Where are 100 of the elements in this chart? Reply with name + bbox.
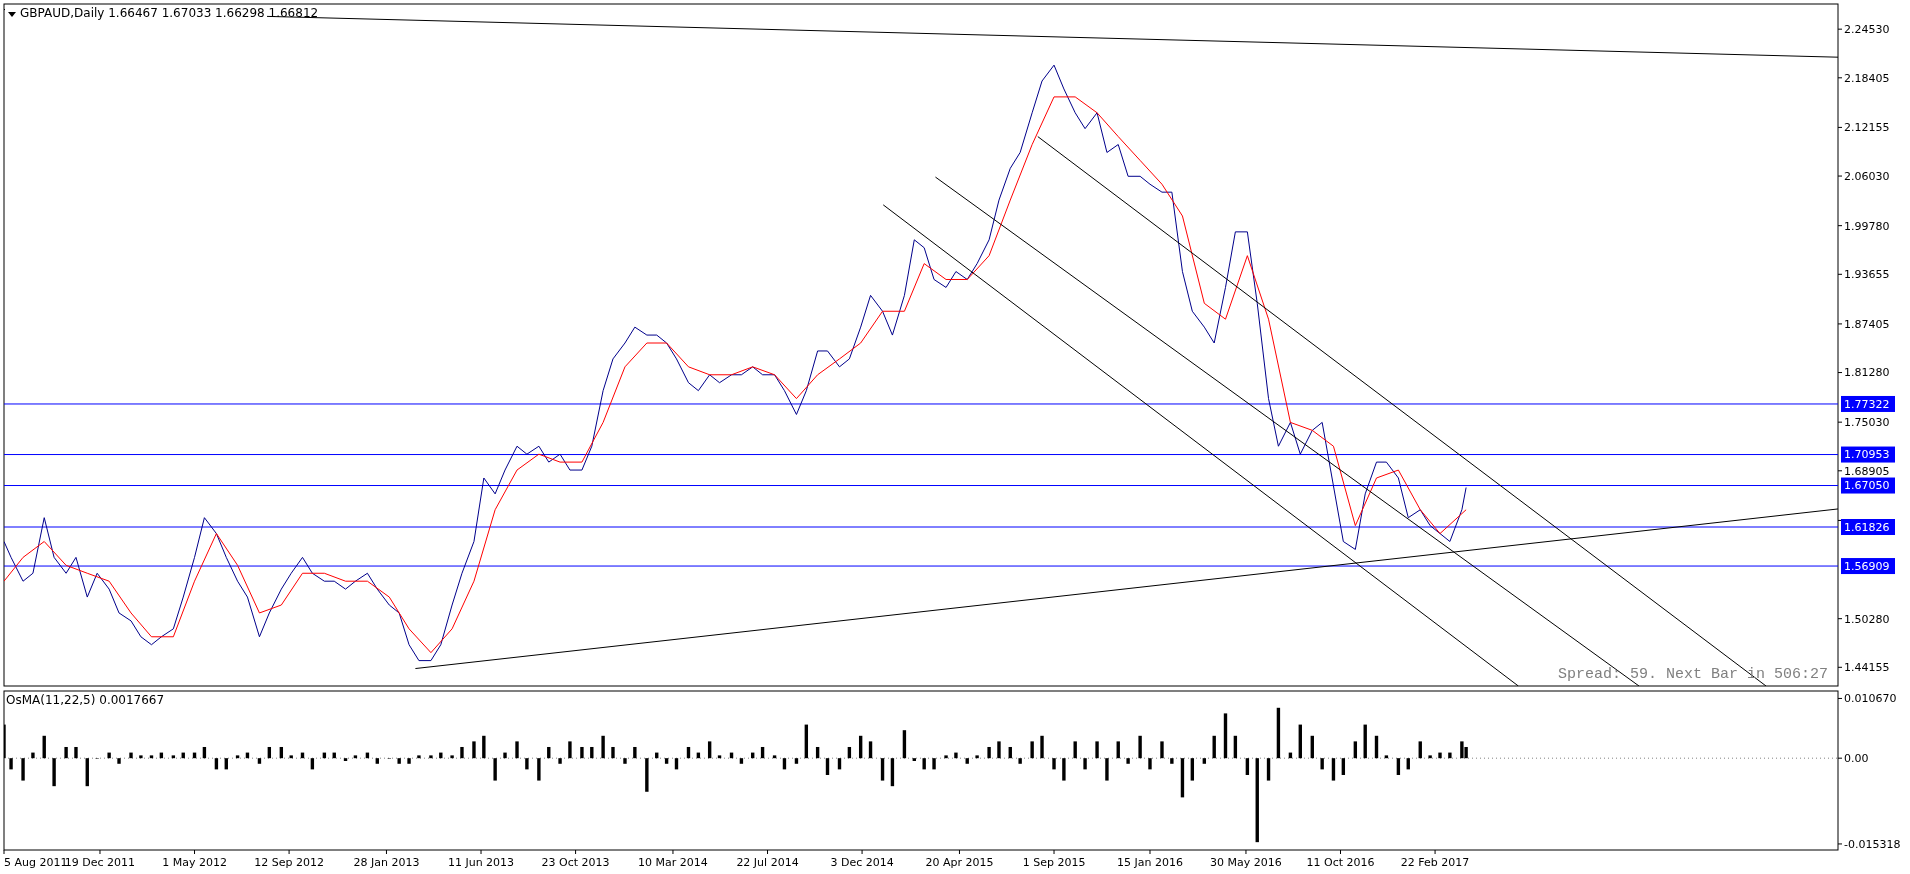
- bar: [493, 758, 497, 781]
- x-tick-label: 5 Aug 2011: [4, 856, 68, 869]
- bar: [1126, 758, 1130, 764]
- bar: [375, 758, 379, 764]
- x-tick-label: 22 Feb 2017: [1400, 856, 1470, 869]
- x-tick-label: 3 Dec 2014: [830, 856, 894, 869]
- bar: [794, 758, 799, 764]
- bar: [450, 755, 454, 759]
- bar: [117, 758, 121, 764]
- bar: [1202, 758, 1207, 764]
- bar: [1320, 758, 1324, 770]
- bar: [1062, 758, 1066, 781]
- bar: [1148, 758, 1152, 770]
- chart-title: OsMA(11,22,5) 0.0017667: [6, 693, 165, 707]
- bar: [257, 758, 262, 764]
- bar: [922, 758, 926, 770]
- y-tick-label: 1.75030: [1844, 416, 1890, 430]
- bar: [52, 758, 56, 787]
- bar: [1105, 758, 1109, 781]
- bar: [472, 741, 476, 759]
- bar: [611, 746, 615, 759]
- bar: [1190, 758, 1195, 781]
- bar: [171, 755, 176, 759]
- y-tick-label: 1.93655: [1844, 268, 1890, 282]
- y-tick-label: 1.87405: [1844, 317, 1890, 331]
- bar: [397, 758, 401, 764]
- bar: [590, 746, 594, 759]
- y-tick-label: 2.06030: [1844, 169, 1890, 183]
- bar: [944, 755, 948, 759]
- chart-title: GBPAUD,Daily 1.66467 1.67033 1.66298 1.66812: [20, 6, 319, 20]
- bar: [353, 755, 358, 759]
- bar: [31, 752, 35, 759]
- bar: [9, 758, 13, 770]
- bar: [21, 758, 25, 781]
- bar: [1448, 752, 1452, 759]
- x-tick-label: 22 Jul 2014: [736, 856, 799, 869]
- bar: [580, 746, 584, 759]
- ref-line-label: 1.56909: [1844, 559, 1890, 573]
- y-tick-label: 2.12155: [1844, 121, 1890, 135]
- y-tick-label: 2.24530: [1844, 23, 1890, 37]
- bar: [997, 741, 1001, 759]
- bar: [515, 741, 519, 759]
- bar: [1266, 758, 1271, 781]
- bar: [1138, 735, 1142, 759]
- bar: [407, 758, 411, 764]
- bar: [965, 758, 969, 764]
- bar: [429, 755, 433, 759]
- bar: [1083, 758, 1087, 770]
- bar: [107, 752, 111, 759]
- x-tick-label: 10 Mar 2014: [638, 856, 708, 869]
- bar: [1438, 752, 1442, 759]
- ref-line-label: 1.67050: [1844, 479, 1890, 493]
- bar: [912, 758, 916, 761]
- bar: [932, 758, 936, 770]
- bar: [74, 746, 78, 759]
- bar: [1095, 741, 1099, 759]
- bar: [717, 755, 722, 759]
- x-tick-label: 11 Jun 2013: [447, 856, 515, 869]
- x-tick-label: 20 Apr 2015: [925, 856, 994, 869]
- x-tick-label: 23 Oct 2013: [541, 856, 610, 869]
- bar: [1018, 758, 1022, 764]
- bar: [289, 755, 293, 759]
- bar: [601, 735, 605, 759]
- bar: [1331, 758, 1336, 781]
- bar: [1384, 755, 1389, 759]
- y-tick-label: 0.00: [1844, 752, 1869, 766]
- bar: [1428, 755, 1432, 759]
- bar: [482, 735, 486, 759]
- bar: [623, 758, 627, 764]
- bar: [129, 752, 133, 759]
- bar: [1030, 741, 1034, 759]
- bar: [975, 755, 979, 759]
- ref-line-label: 1.61826: [1844, 520, 1890, 534]
- bar: [537, 758, 541, 781]
- bar: [235, 755, 240, 759]
- bar: [558, 758, 562, 764]
- bar: [525, 758, 529, 770]
- x-tick-label: 12 Sep 2012: [254, 856, 324, 869]
- x-tick-label: 1 Sep 2015: [1022, 856, 1086, 869]
- bar: [645, 758, 649, 792]
- y-tick-label: 1.44155: [1844, 661, 1890, 675]
- ref-line-label: 1.77322: [1844, 397, 1890, 411]
- ref-line-label: 1.70953: [1844, 448, 1890, 462]
- bar: [954, 752, 958, 759]
- bar: [772, 755, 777, 759]
- bar: [1160, 741, 1164, 759]
- x-tick-label: 1 May 2012: [162, 856, 227, 869]
- y-tick-label: 1.68905: [1844, 464, 1890, 478]
- y-tick-label: 1.81280: [1844, 366, 1890, 380]
- bar: [1040, 735, 1044, 759]
- annotation: Spread: 59. Next Bar in 506:27: [1557, 666, 1828, 683]
- bar: [1052, 758, 1056, 770]
- bar: [568, 741, 572, 759]
- bar: [1460, 741, 1464, 759]
- bar: [417, 755, 421, 759]
- bar: [664, 758, 669, 764]
- x-tick-label: 28 Jan 2013: [353, 856, 420, 869]
- bar: [460, 746, 464, 759]
- x-tick-label: 30 May 2016: [1210, 856, 1282, 869]
- bar: [739, 758, 744, 764]
